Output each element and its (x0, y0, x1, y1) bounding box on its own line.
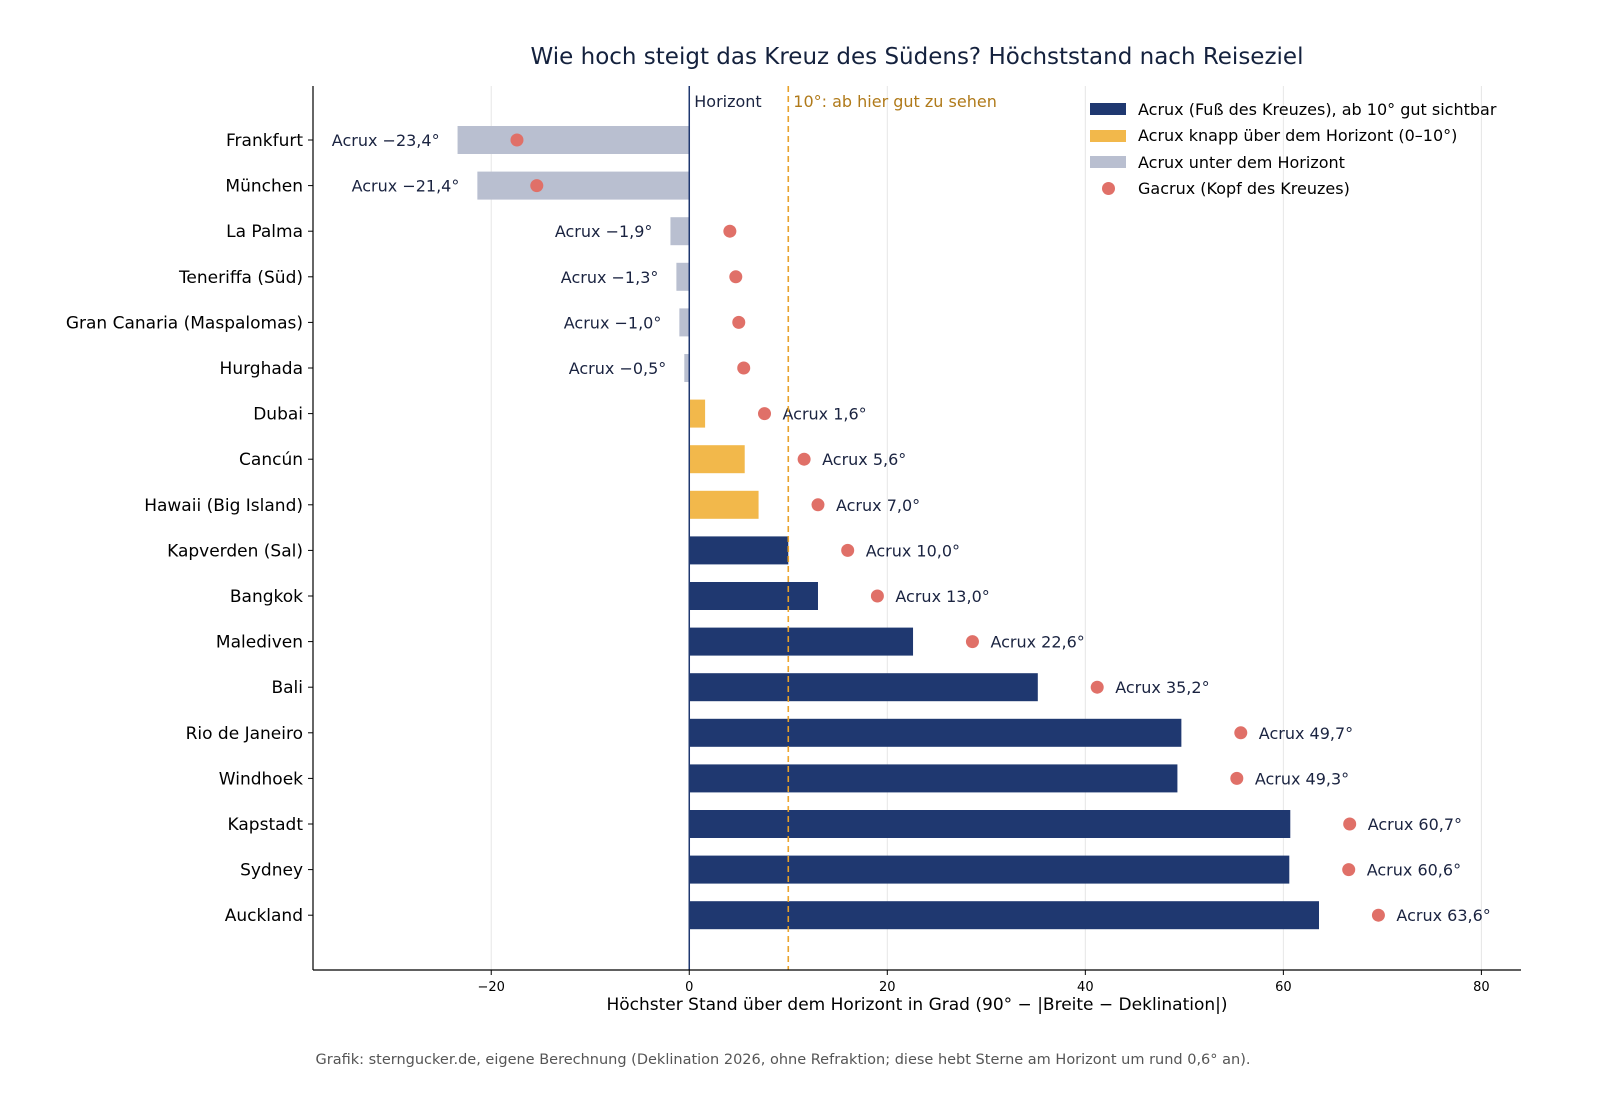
legend-label-low: Acrux knapp über dem Horizont (0–10°) (1138, 126, 1458, 146)
acrux-bar (670, 217, 690, 246)
gacrux-point (1343, 817, 1357, 831)
acrux-data-label: Acrux 35,2° (1115, 678, 1209, 697)
gacrux-point (841, 543, 855, 557)
acrux-data-label: Acrux 13,0° (895, 587, 989, 606)
y-tick-label: München (225, 177, 303, 197)
gacrux-point (870, 589, 884, 603)
x-tick-label: 40 (1077, 980, 1094, 995)
acrux-bar (689, 901, 1320, 930)
y-tick-label: Frankfurt (226, 131, 303, 151)
y-tick-label: Auckland (225, 906, 303, 926)
acrux-data-label: Acrux −1,3° (561, 268, 659, 287)
y-tick-label: Kapstadt (228, 815, 304, 835)
acrux-bar (689, 673, 1038, 702)
acrux-data-label: Acrux 10,0° (866, 541, 960, 560)
acrux-data-label: Acrux −21,4° (352, 177, 460, 196)
legend-marker-gacrux (1090, 182, 1126, 196)
legend-label-gacrux: Gacrux (Kopf des Kreuzes) (1138, 179, 1350, 199)
y-tick-label: Sydney (240, 861, 303, 881)
acrux-bar (477, 171, 690, 200)
horizon-label: Horizont (694, 92, 761, 111)
gacrux-point (1230, 771, 1244, 785)
x-tick-label: −20 (478, 980, 505, 995)
x-tick-label: 80 (1473, 980, 1490, 995)
y-tick-label: Dubai (253, 405, 303, 425)
acrux-data-label: Acrux 60,6° (1367, 861, 1461, 880)
chart-title: Wie hoch steigt das Kreuz des Südens? Hö… (530, 44, 1304, 70)
acrux-bar (689, 718, 1182, 747)
gacrux-point (737, 361, 751, 375)
acrux-data-label: Acrux 22,6° (990, 633, 1084, 652)
acrux-data-label: Acrux −1,9° (555, 222, 653, 241)
legend-item-gacrux: Gacrux (Kopf des Kreuzes) (1090, 176, 1496, 203)
acrux-data-label: Acrux −1,0° (564, 313, 662, 332)
acrux-bar (689, 764, 1178, 793)
gacrux-point (797, 452, 811, 466)
gacrux-point (758, 407, 772, 421)
acrux-data-label: Acrux 5,6° (822, 450, 906, 469)
acrux-data-label: Acrux 1,6° (783, 405, 867, 424)
y-tick-label: Bali (271, 678, 303, 698)
visibility-threshold-label: 10°: ab hier gut zu sehen (793, 92, 997, 111)
source-note: Grafik: sterngucker.de, eigene Berechnun… (315, 1052, 1251, 1068)
acrux-data-label: Acrux 49,7° (1259, 724, 1353, 743)
acrux-data-label: Acrux 60,7° (1368, 815, 1462, 834)
acrux-bar (689, 399, 706, 428)
acrux-bar (689, 582, 818, 610)
x-tick-label: 60 (1275, 980, 1292, 995)
gacrux-point (965, 635, 979, 649)
gacrux-point (530, 179, 544, 193)
y-tick-label: Hawaii (Big Island) (144, 496, 303, 516)
acrux-bar (689, 445, 745, 474)
y-tick-label: Malediven (216, 633, 303, 653)
y-tick-label: Hurghada (220, 359, 303, 379)
acrux-data-label: Acrux −0,5° (569, 359, 667, 378)
gacrux-point (723, 224, 737, 238)
x-tick-label: 20 (879, 980, 896, 995)
legend-label-below: Acrux unter dem Horizont (1138, 152, 1345, 172)
y-tick-label: La Palma (226, 222, 303, 242)
y-tick-label: Rio de Janeiro (186, 724, 303, 744)
x-tick-label: 0 (685, 980, 693, 995)
acrux-data-label: Acrux 7,0° (836, 496, 920, 515)
y-tick-label: Teneriffa (Süd) (178, 268, 303, 288)
acrux-bar (679, 308, 690, 337)
y-tick-label: Gran Canaria (Maspalomas) (66, 313, 303, 333)
y-tick-label: Cancún (239, 450, 303, 470)
acrux-data-label: Acrux 49,3° (1255, 769, 1349, 788)
legend: Acrux (Fuß des Kreuzes), ab 10° gut sich… (1090, 96, 1496, 202)
acrux-bar (689, 810, 1291, 838)
legend-swatch-low (1090, 129, 1126, 142)
acrux-bar (689, 490, 759, 519)
gacrux-point (1342, 863, 1356, 877)
acrux-data-label: Acrux 63,6° (1396, 906, 1490, 925)
gacrux-point (1371, 908, 1385, 922)
legend-swatch-below (1090, 156, 1126, 169)
acrux-bar (676, 262, 690, 291)
gacrux-point (811, 498, 825, 512)
gacrux-point (729, 270, 743, 284)
legend-item-below: Acrux unter dem Horizont (1090, 149, 1496, 176)
y-tick-label: Kapverden (Sal) (167, 541, 303, 561)
acrux-bar (689, 627, 914, 656)
legend-item-visible: Acrux (Fuß des Kreuzes), ab 10° gut sich… (1090, 96, 1496, 123)
gacrux-point (510, 133, 524, 147)
gacrux-point (1090, 680, 1104, 694)
legend-label-visible: Acrux (Fuß des Kreuzes), ab 10° gut sich… (1138, 99, 1497, 119)
legend-swatch-visible (1090, 103, 1126, 116)
gacrux-point (1234, 726, 1248, 740)
y-tick-label: Windhoek (219, 769, 303, 789)
acrux-bar (689, 855, 1290, 884)
acrux-bar (457, 126, 690, 154)
legend-item-low: Acrux knapp über dem Horizont (0–10°) (1090, 123, 1496, 150)
y-tick-label: Bangkok (230, 587, 303, 607)
acrux-bar (684, 354, 690, 382)
gacrux-point (732, 315, 746, 329)
acrux-bar (689, 536, 789, 565)
acrux-data-label: Acrux −23,4° (332, 131, 440, 150)
x-axis-label: Höchster Stand über dem Horizont in Grad… (606, 995, 1228, 1015)
